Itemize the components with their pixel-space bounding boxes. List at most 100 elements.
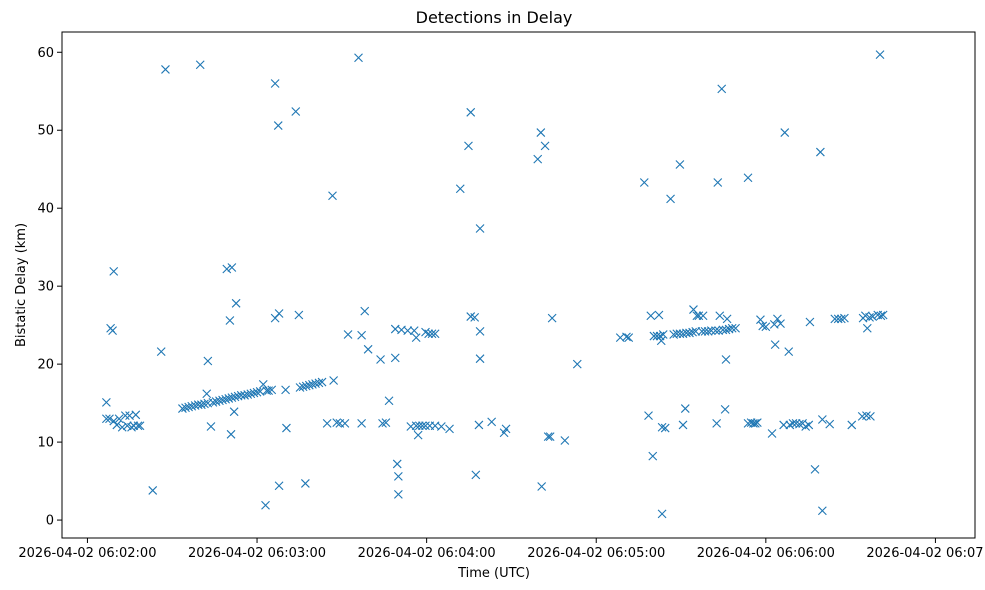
data-point: [184, 402, 194, 412]
plot-frame: [61, 31, 976, 539]
x-axis-label: Time (UTC): [457, 566, 530, 581]
data-point: [340, 419, 350, 428]
data-point: [133, 421, 143, 431]
data-point: [868, 312, 878, 321]
data-point: [227, 263, 237, 272]
data-point: [203, 356, 213, 366]
data-point: [252, 387, 262, 397]
data-point: [878, 310, 888, 320]
data-point: [322, 419, 332, 428]
data-point: [357, 419, 367, 428]
y-tick-label: 20: [37, 358, 54, 373]
data-point: [264, 386, 274, 396]
data-point: [537, 482, 547, 491]
data-point: [101, 414, 111, 424]
data-point: [196, 400, 206, 410]
x-tick-label: 2026-04-02 06:06:00: [697, 546, 835, 561]
data-point: [200, 399, 209, 409]
data-point: [731, 323, 740, 333]
data-point: [840, 313, 849, 323]
data-point: [743, 173, 753, 183]
data-point: [713, 178, 723, 187]
data-point: [112, 420, 122, 430]
data-point: [261, 500, 270, 510]
data-point: [475, 327, 485, 336]
data-point: [649, 331, 659, 341]
data-point: [689, 305, 698, 314]
data-points: [101, 50, 888, 519]
data-point: [436, 422, 446, 431]
data-point: [622, 332, 631, 342]
data-point: [108, 326, 117, 335]
data-point: [470, 312, 480, 322]
data-point: [666, 194, 675, 204]
data-point: [692, 311, 702, 321]
data-point: [208, 397, 218, 407]
data-point: [148, 486, 158, 495]
data-point: [752, 418, 762, 427]
data-point: [830, 314, 840, 324]
data-point: [202, 389, 212, 399]
data-point: [120, 411, 130, 420]
data-point: [332, 418, 342, 427]
y-axis-label: Bistatic Delay (km): [14, 223, 29, 347]
x-tick-label: 2026-04-02 06:03:00: [188, 546, 326, 561]
data-point: [694, 311, 704, 321]
data-point: [381, 418, 391, 427]
y-tick-label: 10: [37, 436, 54, 451]
data-point: [547, 313, 557, 323]
data-point: [501, 424, 511, 434]
data-point: [294, 310, 304, 320]
data-point: [795, 419, 804, 429]
data-point: [698, 311, 708, 321]
data-point: [847, 420, 857, 430]
data-point: [308, 380, 317, 389]
data-point: [311, 379, 320, 389]
data-point: [314, 378, 324, 388]
data-point: [715, 311, 725, 321]
data-point: [427, 329, 437, 339]
data-point: [418, 421, 427, 431]
data-point: [376, 355, 385, 364]
data-point: [658, 330, 668, 339]
data-point: [720, 404, 730, 414]
data-point: [866, 411, 875, 421]
data-point: [654, 310, 664, 320]
data-point: [712, 419, 722, 428]
data-point: [229, 407, 239, 417]
y-tick-label: 40: [37, 202, 54, 217]
data-point: [258, 380, 268, 389]
data-point: [646, 311, 656, 321]
data-point: [648, 451, 658, 461]
data-point: [639, 178, 649, 187]
data-point: [672, 329, 682, 339]
data-point: [875, 50, 885, 59]
data-point: [865, 312, 874, 322]
data-point: [805, 317, 815, 327]
data-point: [545, 432, 555, 442]
data-point: [187, 401, 197, 411]
data-point: [105, 414, 114, 424]
data-point: [328, 191, 337, 201]
data-point: [393, 489, 403, 499]
data-point: [273, 121, 283, 130]
data-point: [206, 422, 216, 431]
data-point: [211, 397, 221, 406]
x-axis: 2026-04-02 06:02:00 2026-04-02 06:03:00 20…: [18, 538, 985, 561]
data-point: [413, 430, 423, 440]
data-point: [543, 432, 553, 442]
data-point: [421, 421, 430, 431]
data-point: [825, 419, 835, 429]
data-point: [817, 506, 827, 516]
data-point: [660, 423, 670, 433]
data-point: [329, 376, 339, 385]
data-point: [656, 336, 666, 346]
data-point: [776, 319, 785, 328]
data-point: [390, 353, 400, 363]
data-point: [475, 224, 485, 233]
data-point: [455, 184, 465, 194]
data-point: [424, 329, 434, 339]
chart-title: Detections in Delay: [416, 8, 573, 27]
data-point: [464, 141, 473, 151]
